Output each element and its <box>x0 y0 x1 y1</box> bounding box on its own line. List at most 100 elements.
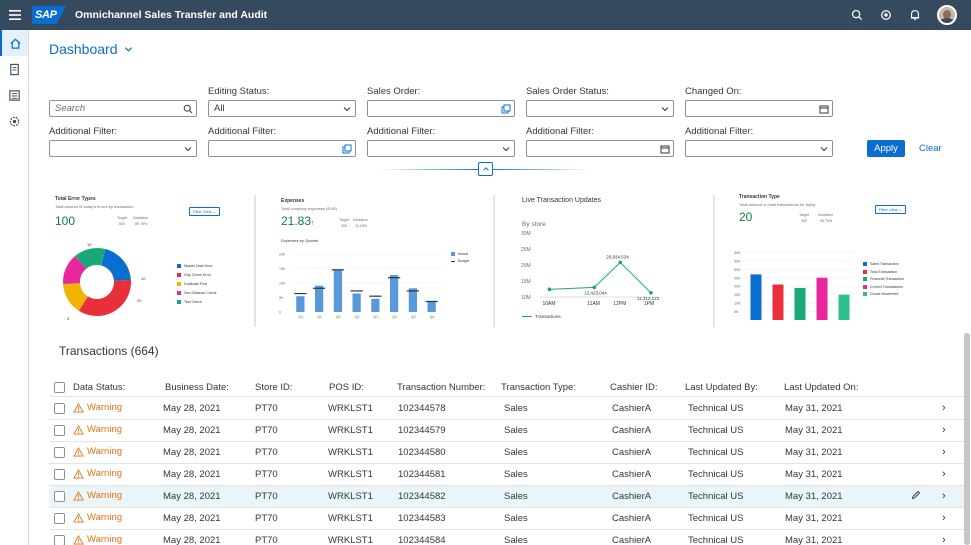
table-row[interactable]: Warning May 28, 2021 PT70 WRKLST1 102344578 S… <box>49 398 969 420</box>
apply-button[interactable]: Apply <box>867 140 905 157</box>
clear-button[interactable]: Clear <box>919 143 942 154</box>
column-store-id[interactable]: Store ID: <box>255 382 293 393</box>
row-checkbox[interactable] <box>54 535 65 545</box>
row-checkbox[interactable] <box>54 491 65 502</box>
list-icon[interactable] <box>0 82 28 108</box>
pie-slice[interactable] <box>63 283 88 311</box>
settings-user-icon[interactable] <box>0 108 28 134</box>
menu-icon[interactable] <box>0 0 30 30</box>
search-icon[interactable] <box>850 8 864 22</box>
navigation-chevron-icon[interactable]: › <box>942 446 946 458</box>
warning-icon <box>73 490 84 501</box>
additional-filter-datepicker-4[interactable] <box>526 140 674 157</box>
bar-actual[interactable] <box>296 296 305 312</box>
column-transaction-type[interactable]: Transaction Type: <box>501 382 576 393</box>
table-row[interactable]: Warning May 28, 2021 PT70 WRKLST1 102344582 S… <box>49 486 969 508</box>
navigation-chevron-icon[interactable]: › <box>942 424 946 436</box>
table-row[interactable]: Warning May 28, 2021 PT70 WRKLST1 102344580 S… <box>49 442 969 464</box>
table-row[interactable]: Warning May 28, 2021 PT70 WRKLST1 102344581 S… <box>49 464 969 486</box>
row-checkbox[interactable] <box>54 513 65 524</box>
error-types-card[interactable]: Total Error Types Total amount of today'… <box>49 188 239 328</box>
column-pos-id[interactable]: POS ID: <box>329 382 364 393</box>
edit-icon[interactable] <box>911 490 921 503</box>
bar-actual[interactable] <box>390 275 399 312</box>
table-row[interactable]: Warning May 28, 2021 PT70 WRKLST1 102344579 S… <box>49 420 969 442</box>
bar-actual[interactable] <box>408 288 417 312</box>
data-point[interactable] <box>592 285 597 290</box>
row-checkbox[interactable] <box>54 469 65 480</box>
additional-filter-input-2[interactable] <box>208 140 356 157</box>
navigation-chevron-icon[interactable]: › <box>942 402 946 414</box>
sales-order-status-select[interactable] <box>526 100 674 117</box>
data-point[interactable] <box>618 260 623 265</box>
home-icon[interactable] <box>0 30 28 56</box>
row-checkbox[interactable] <box>54 447 65 458</box>
card-subtitle: Total company expenses (EUR) <box>281 206 338 211</box>
chevron-down-icon <box>657 101 673 116</box>
pie-slice[interactable] <box>101 249 131 281</box>
column-cashier-id[interactable]: Cashier ID: <box>610 382 658 393</box>
navigation-chevron-icon[interactable]: › <box>942 490 946 502</box>
changed-on-datepicker[interactable] <box>685 100 833 117</box>
bell-icon[interactable] <box>908 8 922 22</box>
filter-view-button[interactable]: Filter View ⌄ <box>189 207 221 216</box>
sales-order-input[interactable] <box>367 100 515 117</box>
table-row[interactable]: Warning May 28, 2021 PT70 WRKLST1 102344583 S… <box>49 508 969 530</box>
additional-filter-select-5[interactable] <box>685 140 833 157</box>
kpi-value: 20 <box>739 210 753 224</box>
calendar-icon[interactable] <box>816 101 832 116</box>
column-data-status[interactable]: Data Status: <box>73 382 126 393</box>
page-title[interactable]: Dashboard <box>49 41 133 57</box>
chevron-down-icon <box>339 101 355 116</box>
table-row[interactable]: Warning May 28, 2021 PT70 WRKLST1 102344584 S… <box>49 530 969 545</box>
select-all-checkbox[interactable] <box>54 382 65 393</box>
user-avatar[interactable] <box>937 5 957 25</box>
row-checkbox[interactable] <box>54 425 65 436</box>
live-transactions-card[interactable]: Live Transaction Updates By store 30M 25M… <box>515 188 705 328</box>
pie-slice[interactable] <box>63 255 87 285</box>
editing-status-select[interactable]: All <box>208 100 356 117</box>
cell-by: Technical US <box>688 513 744 524</box>
value-help-icon[interactable] <box>339 141 355 156</box>
additional-filter-select-1[interactable] <box>49 140 197 157</box>
bar[interactable] <box>750 274 762 320</box>
column-last-updated-on[interactable]: Last Updated On: <box>784 382 859 393</box>
bar-actual[interactable] <box>315 285 324 312</box>
calendar-icon[interactable] <box>657 141 673 156</box>
column-transaction-number[interactable]: Transaction Number: <box>397 382 486 393</box>
cell-pos: WRKLST1 <box>328 425 373 436</box>
search-input[interactable]: Search <box>49 100 197 117</box>
bar-actual[interactable] <box>371 298 380 312</box>
bar[interactable] <box>772 284 784 320</box>
additional-filter-select-3[interactable] <box>367 140 515 157</box>
navigation-chevron-icon[interactable]: › <box>942 468 946 480</box>
data-point[interactable] <box>547 287 552 292</box>
navigation-chevron-icon[interactable]: › <box>942 534 946 545</box>
collapse-header-button[interactable] <box>478 162 493 176</box>
filter-view-button[interactable]: Filter View ⌄ <box>875 205 907 214</box>
bar[interactable] <box>816 277 828 320</box>
additional-filter-label-1: Additional Filter: <box>49 126 118 137</box>
page-scrollbar[interactable] <box>964 333 970 545</box>
additional-filter-label-4: Additional Filter: <box>526 126 595 137</box>
value-help-icon[interactable] <box>498 101 514 116</box>
row-checkbox[interactable] <box>54 403 65 414</box>
bar-actual[interactable] <box>427 301 436 312</box>
bar[interactable] <box>838 294 850 320</box>
search-icon[interactable] <box>180 101 196 116</box>
column-business-date[interactable]: Business Date: <box>165 382 229 393</box>
pie-slice[interactable] <box>78 279 131 316</box>
legend-item: Total Transaction <box>863 269 897 274</box>
document-icon[interactable] <box>0 56 28 82</box>
navigation-chevron-icon[interactable]: › <box>942 512 946 524</box>
sap-logo[interactable]: SAP <box>32 6 66 24</box>
notification-settings-icon[interactable] <box>879 8 893 22</box>
data-point[interactable] <box>649 291 653 295</box>
column-last-updated-by[interactable]: Last Updated By: <box>685 382 758 393</box>
bar-actual[interactable] <box>333 269 342 312</box>
pie-slice[interactable] <box>75 248 106 269</box>
expenses-card[interactable]: Expenses Total company expenses (EUR) 21… <box>275 188 480 328</box>
bar-actual[interactable] <box>352 293 361 312</box>
transaction-type-card[interactable]: Transaction Type Total amount of retail … <box>733 188 923 328</box>
bar[interactable] <box>794 287 806 320</box>
